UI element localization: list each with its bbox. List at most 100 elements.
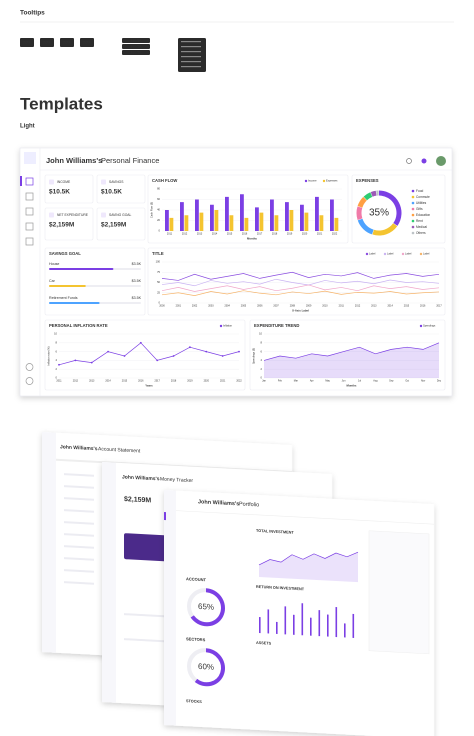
nav-icon[interactable] — [25, 177, 34, 186]
legend-label: Utilities — [416, 201, 427, 205]
tooltip — [20, 38, 34, 47]
x-tick-label: 2021 — [317, 233, 323, 236]
tooltip — [80, 38, 94, 47]
tooltip-text: 20% — [23, 40, 31, 45]
legend-swatch — [411, 225, 415, 229]
card-title: TITLE — [152, 251, 164, 256]
tooltip-text: $10.5K — [130, 38, 142, 42]
legend-swatch — [401, 252, 405, 256]
area — [259, 552, 358, 583]
x-tick-label: 2019 — [287, 233, 293, 236]
notification-icon[interactable] — [421, 158, 427, 164]
screen-page: Account Statement — [98, 446, 141, 454]
stat-label: NET EXPENDITURE — [57, 213, 89, 217]
x-tick-label: 2016 — [138, 380, 144, 383]
tooltip — [122, 38, 150, 43]
x-tick-label: 2017 — [155, 380, 161, 383]
stat-value: $2,159M — [49, 222, 74, 229]
x-axis-label: X-Axis Label — [292, 309, 309, 313]
y-tick-label: 10 — [54, 332, 57, 336]
legend-label: Commute — [416, 195, 430, 199]
legend-label: Education — [416, 213, 430, 217]
screen-front — [164, 490, 434, 736]
nav-icon[interactable] — [25, 377, 34, 385]
goal-name: Retirement Funds — [49, 296, 78, 300]
x-tick-label: Aug — [373, 380, 378, 383]
bar — [229, 215, 234, 231]
x-tick-label: Apr — [310, 380, 314, 383]
point — [74, 359, 77, 362]
progress-bar — [49, 285, 86, 287]
bar — [300, 204, 304, 231]
active-indicator — [20, 176, 22, 186]
donut-center: 60% — [198, 662, 214, 672]
x-tick-label: 2011 — [56, 380, 62, 383]
donut-segment — [357, 218, 374, 235]
y-axis-label: Inflation rate (%) — [47, 346, 51, 365]
y-axis-label: Spendings ($) — [252, 348, 256, 364]
table-row — [64, 497, 94, 501]
stat-icon — [101, 179, 106, 185]
tooltip-text: 20% — [63, 40, 71, 45]
x-tick-label: 2013 — [371, 305, 377, 308]
stat-icon — [49, 212, 54, 218]
nav-icon[interactable] — [25, 207, 34, 216]
x-tick-label: 2019 — [187, 380, 193, 383]
bar — [310, 617, 312, 636]
legend-swatch — [219, 324, 223, 328]
legend-label: Food — [416, 189, 423, 193]
legend-label: Gifts — [416, 207, 423, 211]
tooltip — [40, 38, 54, 47]
card — [96, 207, 146, 241]
x-tick-label: 2002 — [192, 305, 198, 308]
x-tick-label: 2016 — [242, 233, 248, 236]
y-tick-label: 75 — [157, 270, 160, 274]
nav-icon[interactable] — [25, 363, 34, 371]
table-row — [64, 545, 94, 549]
legend-label: Label — [387, 252, 394, 256]
search-icon[interactable] — [406, 158, 412, 164]
nav-icon[interactable] — [25, 192, 34, 201]
nav-icon[interactable] — [25, 237, 34, 246]
avatar[interactable] — [436, 156, 446, 166]
tooltip — [122, 50, 150, 55]
bar — [259, 616, 261, 634]
table-row — [64, 485, 94, 489]
x-tick-label: 2022 — [236, 380, 242, 383]
y-axis-label: Cash Flow ($) — [150, 202, 154, 218]
bar — [184, 215, 189, 231]
card — [147, 247, 446, 316]
y-tick-label: 8 — [56, 340, 58, 344]
row — [124, 638, 169, 643]
x-tick-label: May — [325, 380, 330, 383]
y-tick-label: 6 — [261, 349, 263, 353]
point — [139, 341, 142, 344]
x-tick-label: 2014 — [212, 233, 218, 236]
card — [96, 174, 146, 204]
bar — [301, 603, 304, 636]
nav-icon[interactable] — [25, 222, 34, 231]
bar — [335, 606, 338, 638]
x-tick-label: 2012 — [182, 233, 188, 236]
screen-sidebar — [42, 432, 56, 653]
screen-page: Money Tracker — [160, 476, 193, 484]
card — [44, 247, 146, 316]
y-tick-label: 40 — [157, 208, 160, 212]
card — [124, 533, 166, 562]
section-title: Tooltips — [20, 10, 45, 17]
donut-segment — [357, 196, 367, 208]
bar — [304, 212, 309, 231]
card-title: EXPENDITURE TREND — [254, 323, 299, 328]
legend-swatch — [383, 252, 387, 256]
y-tick-label: 0 — [261, 376, 263, 380]
x-tick-label: 2020 — [302, 233, 308, 236]
x-tick-label: Dec — [437, 380, 442, 383]
bar — [315, 196, 319, 231]
showcase: John Williams's Account Statement John W… — [42, 432, 434, 736]
x-tick-label: Nov — [421, 380, 426, 383]
tooltip-row — [181, 66, 201, 68]
x-tick-label: 2014 — [105, 380, 111, 383]
x-tick-label: Oct — [405, 380, 409, 383]
bar — [180, 202, 184, 231]
